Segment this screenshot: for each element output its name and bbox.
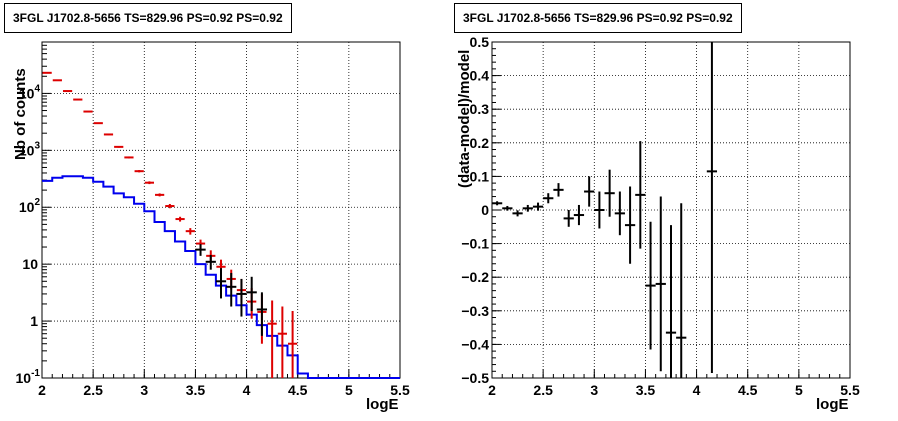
residuals-plot: 2 2.5 3 3.5 4 4.5 5 5.5 0.5 0.4 0.3 0.2 0.1 0 −0.1 −0.2… — [461, 34, 860, 398]
left-chart-title: 3FGL J1702.8-5656 TS=829.96 PS=0.92 PS=0… — [4, 3, 292, 33]
left-y-tick-label: 104 — [19, 83, 41, 101]
right-y-tick-label: 0.5 — [470, 34, 490, 50]
right-x-tick-label: 5 — [795, 382, 803, 398]
left-y-tick-label: 10-1 — [16, 368, 41, 386]
right-y-tick-label: 0 — [481, 202, 489, 218]
right-y-tick-label: −0.5 — [461, 370, 489, 386]
right-y-axis-title: (data-model)/model — [456, 49, 473, 188]
left-x-tick-label: 5 — [345, 382, 353, 398]
right-x-tick-label: 2.5 — [533, 382, 553, 398]
right-y-tick-label: −0.1 — [461, 236, 489, 252]
left-x-tick-label: 4 — [243, 382, 251, 398]
left-y-tick-label: 10 — [22, 256, 38, 272]
right-x-tick-label: 2 — [488, 382, 496, 398]
left-x-tick-label: 4.5 — [288, 382, 308, 398]
right-x-tick-label: 3 — [590, 382, 598, 398]
left-x-tick-label: 5.5 — [390, 382, 410, 398]
model-histogram-line — [42, 175, 400, 379]
left-x-tick-label: 2 — [38, 382, 46, 398]
left-x-tick-label: 3 — [140, 382, 148, 398]
left-y-tick-label: 1 — [30, 313, 38, 329]
right-y-tick-label: −0.4 — [461, 336, 489, 352]
right-y-tick-label: 0.2 — [470, 135, 490, 151]
left-y-tick-label: 102 — [19, 197, 41, 215]
right-y-tick-label: −0.2 — [461, 269, 489, 285]
left-x-tick-label: 2.5 — [83, 382, 103, 398]
right-chart-title: 3FGL J1702.8-5656 TS=829.96 PS=0.92 PS=0… — [454, 3, 742, 33]
counts-plot: 2 2.5 3 3.5 4 4.5 5 5.5 102 103 104 10 1 10-1 — [16, 41, 410, 398]
left-x-tick-label: 3.5 — [186, 382, 206, 398]
left-plot-frame — [41, 41, 401, 379]
right-x-tick-label: 4.5 — [738, 382, 758, 398]
right-y-tick-label: −0.3 — [461, 303, 489, 319]
right-y-tick-label: 0.4 — [470, 68, 490, 84]
right-x-tick-label: 3.5 — [636, 382, 656, 398]
right-x-tick-label: 4 — [693, 382, 701, 398]
left-x-axis-title: logE — [366, 396, 399, 413]
right-y-tick-label: 0.3 — [470, 101, 490, 117]
right-x-tick-label: 5.5 — [840, 382, 860, 398]
right-y-tick-label: 0.1 — [470, 168, 490, 184]
right-x-axis-title: logE — [816, 396, 849, 413]
left-y-tick-label: 103 — [19, 140, 41, 158]
left-y-axis-title: Nb of counts — [12, 68, 29, 160]
